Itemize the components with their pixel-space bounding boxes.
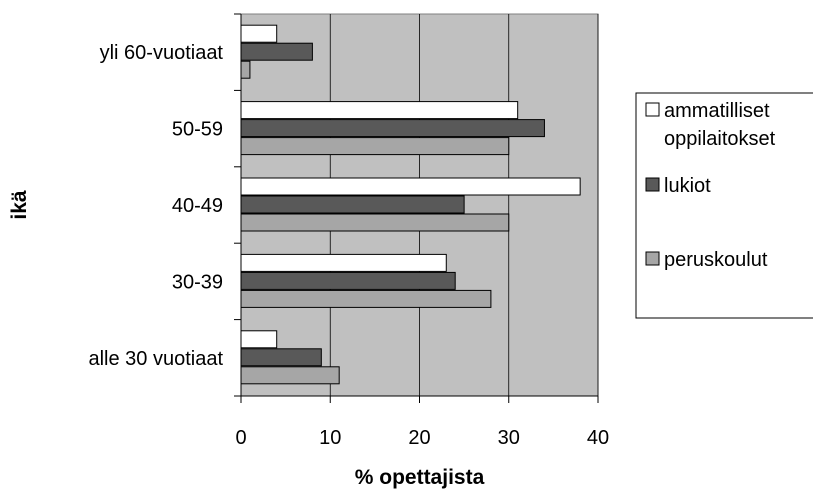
bar — [240, 60, 251, 79]
x-tick-label: 40 — [587, 427, 609, 449]
legend-label: ammatilliset — [664, 100, 770, 122]
bars — [240, 24, 581, 385]
y-axis-title: ikä — [8, 190, 31, 220]
x-tick-label: 0 — [235, 427, 246, 449]
x-axis-title: % opettajista — [355, 466, 485, 489]
legend-swatch — [645, 102, 660, 117]
bar — [240, 348, 322, 367]
axes — [234, 13, 599, 403]
bar — [240, 119, 545, 138]
bar — [240, 271, 456, 290]
bar — [240, 101, 519, 120]
legend-label: oppilaitokset — [664, 128, 776, 150]
y-category-label: alle 30 vuotiaat — [88, 348, 223, 370]
y-category-label: 40-49 — [172, 195, 223, 217]
legend-label: peruskoulut — [664, 249, 768, 271]
legend: ammatilliset oppilaitokset lukiot peruskoul… — [635, 92, 813, 319]
legend-box — [635, 92, 813, 319]
x-tick-label: 30 — [498, 427, 520, 449]
bar — [240, 366, 340, 385]
x-tick-label: 20 — [408, 427, 430, 449]
bar — [240, 42, 313, 61]
bar — [240, 195, 465, 214]
legend-swatch — [645, 177, 660, 192]
bar — [240, 24, 278, 43]
legend-label: lukiot — [664, 175, 711, 197]
y-category-label: 30-39 — [172, 271, 223, 293]
y-category-label: 50-59 — [172, 119, 223, 141]
axis-labels: 0 10 20 30 40 alle 30 vuotiaat 30-39 40-49 50-59… — [88, 42, 609, 449]
y-category-label: yli 60-vuotiaat — [100, 42, 224, 64]
bar — [240, 137, 510, 156]
legend-swatch — [645, 251, 660, 266]
bar — [240, 213, 510, 232]
bar — [240, 289, 492, 308]
x-tick-label: 10 — [319, 427, 341, 449]
bar — [240, 253, 447, 272]
bar — [240, 330, 278, 349]
bar — [240, 177, 581, 196]
